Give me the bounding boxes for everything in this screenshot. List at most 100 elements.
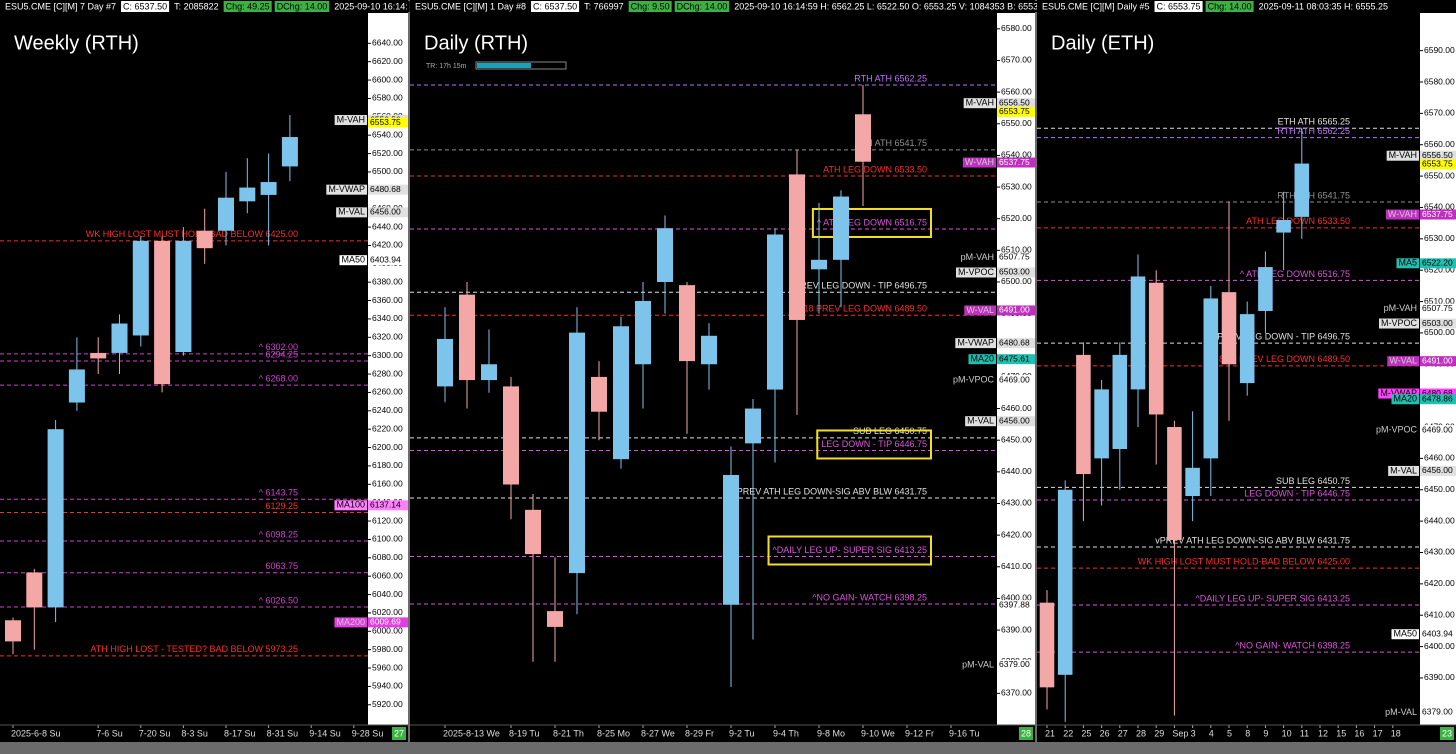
level-label: ^NO GAIN- WATCH 6398.25 xyxy=(812,592,927,602)
x-tick-label: 12 xyxy=(1318,728,1328,738)
level-label: 6063.75 xyxy=(265,561,298,571)
price-tag-label: 6556.50 xyxy=(1422,150,1453,160)
price-tag-label: 6009.69 xyxy=(370,617,401,627)
candle-body xyxy=(1258,267,1273,311)
price-tag xyxy=(997,338,1035,349)
candle-body xyxy=(613,326,629,460)
price-tag xyxy=(368,255,408,266)
header-text: C: 6553.75 xyxy=(1157,1,1201,11)
candle-body xyxy=(1094,389,1109,459)
price-tag-label: 6478.86 xyxy=(1422,393,1453,403)
price-tag-label: 6522.20 xyxy=(1422,258,1453,268)
x-tick-label: 9-4 Th xyxy=(773,728,799,738)
tag-name-box xyxy=(334,500,367,511)
page-label: 23 xyxy=(1442,728,1452,738)
y-tick-label: 6590.00 xyxy=(1424,45,1455,55)
y-tick-label: 6080.00 xyxy=(372,552,403,562)
price-tag xyxy=(997,98,1035,109)
x-tick-label: 27 xyxy=(1118,728,1128,738)
header-box xyxy=(413,1,529,12)
y-tick-label: 6020.00 xyxy=(372,607,403,617)
tag-name-box xyxy=(1381,303,1419,314)
x-tick-label: 9 xyxy=(1263,728,1268,738)
tag-name: M-VPOC xyxy=(958,267,995,277)
candle-body xyxy=(679,285,695,362)
tag-name-box xyxy=(968,354,996,365)
level-label: 6294.25 xyxy=(265,349,298,359)
price-tag xyxy=(1420,150,1456,161)
x-tick-label: 8-25 Mo xyxy=(597,728,630,738)
timer-bar xyxy=(475,61,567,70)
price-tag xyxy=(1420,318,1456,329)
y-tick-label: 6040.00 xyxy=(372,589,403,599)
page-label: 28 xyxy=(1021,728,1031,738)
price-tag-label: 6379.00 xyxy=(1422,707,1453,717)
level-label: PREV LEG DOWN - TIP 6496.75 xyxy=(1217,331,1350,341)
y-tick-label: 5980.00 xyxy=(372,644,403,654)
candle-body xyxy=(591,376,607,412)
tag-name: MA50 xyxy=(341,255,365,265)
y-tick-label: 6420.00 xyxy=(1424,578,1455,588)
tag-name-box xyxy=(958,252,996,263)
y-tick-label: 6390.00 xyxy=(1001,624,1032,634)
x-tick-label: 18 xyxy=(1391,728,1401,738)
tag-name: M-VWAP xyxy=(328,184,365,194)
price-tag-label: 6480.68 xyxy=(1422,388,1453,398)
x-tick-label: 5 xyxy=(1227,728,1232,738)
y-tick-label: 6370.00 xyxy=(1001,688,1032,698)
price-tag xyxy=(1420,388,1456,399)
candle-body xyxy=(789,174,805,320)
tag-name-box xyxy=(1391,394,1419,405)
price-tag xyxy=(1420,465,1456,476)
tag-name: W-VAL xyxy=(966,305,994,315)
y-tick-label: 6220.00 xyxy=(372,423,403,433)
highlight-box xyxy=(767,535,932,566)
candle-body xyxy=(481,364,497,381)
candle-body xyxy=(47,429,64,608)
level-label: ^NO GAIN- WATCH 6398.25 xyxy=(1235,640,1350,650)
candle-body xyxy=(1276,220,1291,233)
header-box xyxy=(172,1,221,12)
candle-body xyxy=(767,234,783,390)
tag-name: M-VAH xyxy=(337,114,365,124)
tag-name: pM-VAL xyxy=(962,659,994,669)
price-tag xyxy=(1420,629,1456,640)
level-label: ^ 6143.75 xyxy=(259,488,298,498)
level-label: ^ 6302.00 xyxy=(259,342,298,352)
x-tick-label: 29 xyxy=(1154,728,1164,738)
tag-name-box xyxy=(1386,150,1419,161)
y-tick-label: 6240.00 xyxy=(372,405,403,415)
header-text: C: 6537.50 xyxy=(533,1,577,11)
page-box xyxy=(1019,727,1033,740)
highlight-box xyxy=(811,207,932,238)
candle-body xyxy=(196,230,213,249)
candle-body xyxy=(1239,314,1255,384)
level-label: ETH ATH 6565.25 xyxy=(1278,117,1350,127)
tag-name: pM-VPOC xyxy=(1376,425,1418,435)
price-tag-label: 6456.00 xyxy=(370,207,401,217)
candle-body xyxy=(218,197,234,231)
x-tick-label: 8-3 Su xyxy=(181,728,208,738)
header-text: 2025-09-11 08:03:35 H: 6555.25 xyxy=(1259,1,1388,11)
y-tick-label: 6570.00 xyxy=(1424,108,1455,118)
header-box xyxy=(121,1,170,12)
y-tick-label: 6400.00 xyxy=(1001,593,1032,603)
header-box xyxy=(1205,1,1254,12)
x-tick-label: 3 xyxy=(1191,728,1196,738)
y-tick-label: 6540.00 xyxy=(1424,202,1455,212)
tag-name: W-VAH xyxy=(965,157,994,167)
candle-body xyxy=(68,369,85,403)
y-tick-label: 6570.00 xyxy=(1001,55,1032,65)
candle-body xyxy=(569,332,585,574)
level-label: LEG DOWN - TIP 6446.75 xyxy=(821,439,927,449)
tag-name: MA20 xyxy=(1393,394,1417,404)
level-label: RTH ATH 6541.75 xyxy=(1277,190,1350,200)
candle-body xyxy=(459,294,475,381)
header-text: 2025-09-10 16:14:59 H: 6562.25 L: 6522.5… xyxy=(734,1,1061,11)
tag-name-box xyxy=(1373,425,1419,436)
price-tag-label: 6469.00 xyxy=(999,374,1030,384)
y-tick-label: 6380.00 xyxy=(372,276,403,286)
header-box xyxy=(1040,1,1152,12)
tag-name: MA5 xyxy=(1398,258,1417,268)
